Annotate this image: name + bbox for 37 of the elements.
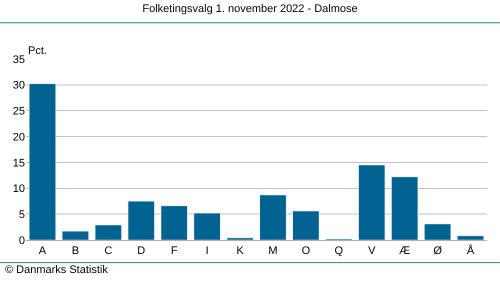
x-tick-label: Q — [334, 245, 344, 258]
chart-title: Folketingsvalg 1. november 2022 - Dalmose — [142, 2, 358, 15]
y-tick-label: 20 — [12, 131, 25, 144]
bar — [160, 206, 188, 240]
y-tick-label: 15 — [12, 157, 25, 170]
y-tick-label: 5 — [18, 208, 25, 221]
bar — [94, 224, 122, 240]
x-tick-label: K — [236, 245, 244, 258]
bar — [424, 224, 452, 240]
bar — [194, 212, 221, 240]
bar — [62, 230, 89, 240]
x-tick-label: I — [206, 245, 209, 258]
x-tick-label: C — [104, 245, 112, 258]
y-tick-label: 10 — [12, 183, 25, 196]
x-tick-label: O — [302, 245, 311, 258]
x-tick-label: Å — [466, 244, 475, 258]
x-tick-label: B — [72, 245, 80, 258]
bar — [29, 84, 56, 240]
y-tick-label: 0 — [18, 234, 25, 247]
bar — [292, 210, 320, 240]
bar — [260, 194, 286, 240]
x-tick-label: Ø — [433, 245, 442, 258]
y-axis-title: Pct. — [28, 45, 47, 57]
x-tick-label: V — [368, 245, 376, 258]
x-tick-label: F — [170, 245, 178, 258]
bar — [128, 200, 155, 240]
bar — [457, 236, 484, 240]
x-tick-label: Æ — [399, 245, 410, 258]
x-tick-label: D — [137, 245, 146, 258]
x-tick-label: M — [268, 245, 278, 258]
bar — [391, 176, 418, 240]
text: © Danmarks Statistik — [5, 264, 108, 276]
x-tick-label: A — [38, 245, 47, 258]
y-tick-label: 35 — [12, 54, 25, 66]
y-tick-label: 30 — [12, 80, 25, 92]
y-tick-label: 25 — [12, 106, 25, 118]
bar — [358, 164, 386, 240]
